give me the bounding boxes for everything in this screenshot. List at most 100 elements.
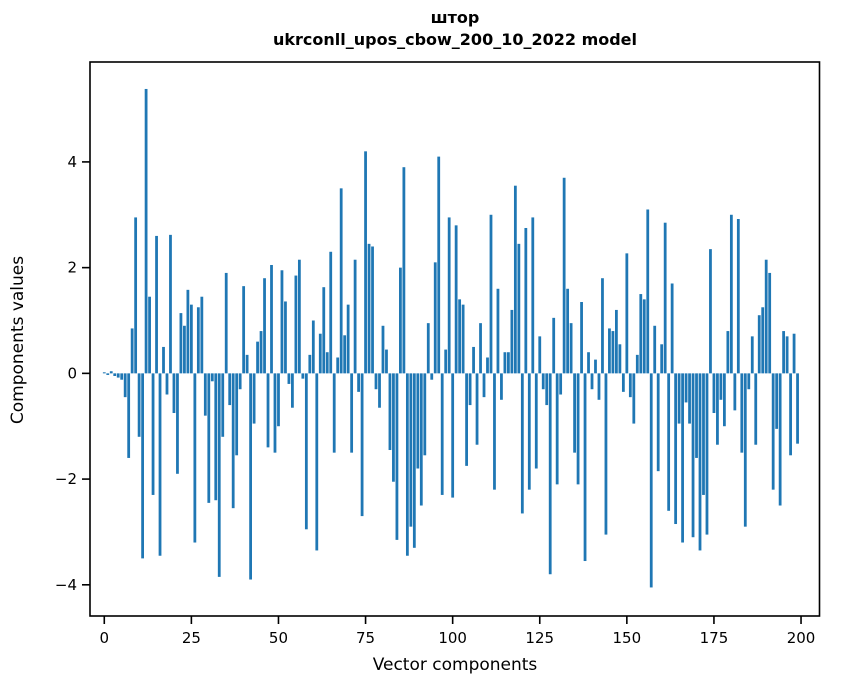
bar — [193, 373, 197, 543]
bar — [249, 373, 252, 580]
y-tick-label: −4 — [55, 576, 77, 594]
bar — [684, 373, 688, 403]
bar — [719, 373, 723, 400]
bar — [350, 373, 354, 453]
bar — [385, 349, 388, 374]
bar — [782, 331, 786, 374]
bar — [273, 373, 277, 453]
bar — [465, 373, 468, 466]
bar — [186, 289, 190, 374]
bar — [430, 373, 434, 380]
bar — [336, 357, 340, 374]
bar — [716, 373, 719, 445]
bar — [472, 346, 475, 374]
bar — [221, 373, 225, 437]
bar — [785, 336, 789, 374]
bar — [635, 354, 639, 374]
x-tick-label: 200 — [787, 629, 816, 647]
x-tick-label: 25 — [182, 629, 201, 647]
bar — [587, 352, 590, 374]
bar — [709, 249, 712, 374]
x-tick-label: 0 — [100, 629, 110, 647]
bar — [583, 373, 587, 562]
bar — [475, 373, 479, 445]
bar — [594, 359, 597, 374]
bar — [113, 373, 117, 376]
bar — [503, 352, 507, 374]
bar — [179, 313, 183, 374]
bar — [576, 373, 580, 485]
bar — [468, 373, 472, 406]
bar — [155, 235, 158, 374]
bar — [695, 373, 698, 458]
bar — [764, 259, 768, 374]
bar — [653, 325, 657, 374]
bar — [196, 307, 200, 374]
bar — [287, 373, 291, 384]
bar — [440, 373, 444, 495]
bar — [493, 373, 496, 490]
bar — [399, 267, 402, 374]
bar — [663, 222, 667, 374]
y-tick-label: −2 — [55, 470, 77, 488]
bar — [507, 352, 510, 374]
bar — [388, 373, 392, 451]
bar — [775, 373, 779, 429]
y-tick-label: 2 — [67, 259, 77, 277]
bar — [552, 317, 556, 374]
bar — [144, 88, 148, 374]
bar — [538, 336, 542, 374]
y-axis-ticks: −4 −2 0 2 4 — [55, 153, 90, 594]
bar — [729, 214, 733, 374]
bar — [263, 278, 266, 374]
bar — [402, 167, 406, 374]
chart-title-model: ukrconll_upos_cbow_200_10_2022 model — [272, 30, 638, 49]
bar — [329, 251, 333, 374]
bar — [423, 373, 427, 456]
bar — [318, 333, 322, 374]
bar — [165, 373, 169, 395]
axes-frame — [89, 61, 821, 617]
bar — [214, 373, 218, 501]
bar — [395, 373, 399, 540]
bar — [590, 373, 594, 390]
bar — [562, 177, 566, 374]
chart-title-word: штор — [430, 8, 480, 27]
bar — [332, 373, 336, 453]
bar — [437, 156, 441, 374]
bar — [270, 264, 273, 374]
bar — [297, 259, 301, 374]
bar — [681, 373, 684, 543]
bar — [148, 296, 151, 374]
bar — [183, 325, 186, 374]
bar — [569, 323, 573, 374]
bar — [524, 227, 528, 374]
bar — [566, 288, 570, 374]
bar — [367, 243, 371, 374]
bar — [364, 151, 367, 374]
bar — [670, 283, 674, 374]
bar — [757, 315, 761, 374]
bar — [308, 354, 312, 374]
bar — [712, 373, 716, 414]
x-tick-label: 125 — [525, 629, 554, 647]
bar — [541, 373, 545, 390]
bar — [256, 341, 259, 374]
bar — [245, 354, 249, 374]
bar — [747, 373, 751, 390]
bar — [531, 217, 535, 374]
bar — [374, 373, 378, 390]
bar — [116, 373, 120, 378]
bar — [667, 373, 671, 511]
x-axis-label: Vector components — [372, 655, 538, 675]
bar — [482, 373, 486, 398]
x-tick-label: 50 — [269, 629, 288, 647]
bar — [510, 309, 514, 374]
bar — [169, 234, 172, 374]
bar — [120, 373, 124, 380]
bar — [454, 225, 458, 374]
bar — [134, 217, 138, 374]
bar — [768, 272, 772, 374]
bar — [360, 373, 364, 517]
